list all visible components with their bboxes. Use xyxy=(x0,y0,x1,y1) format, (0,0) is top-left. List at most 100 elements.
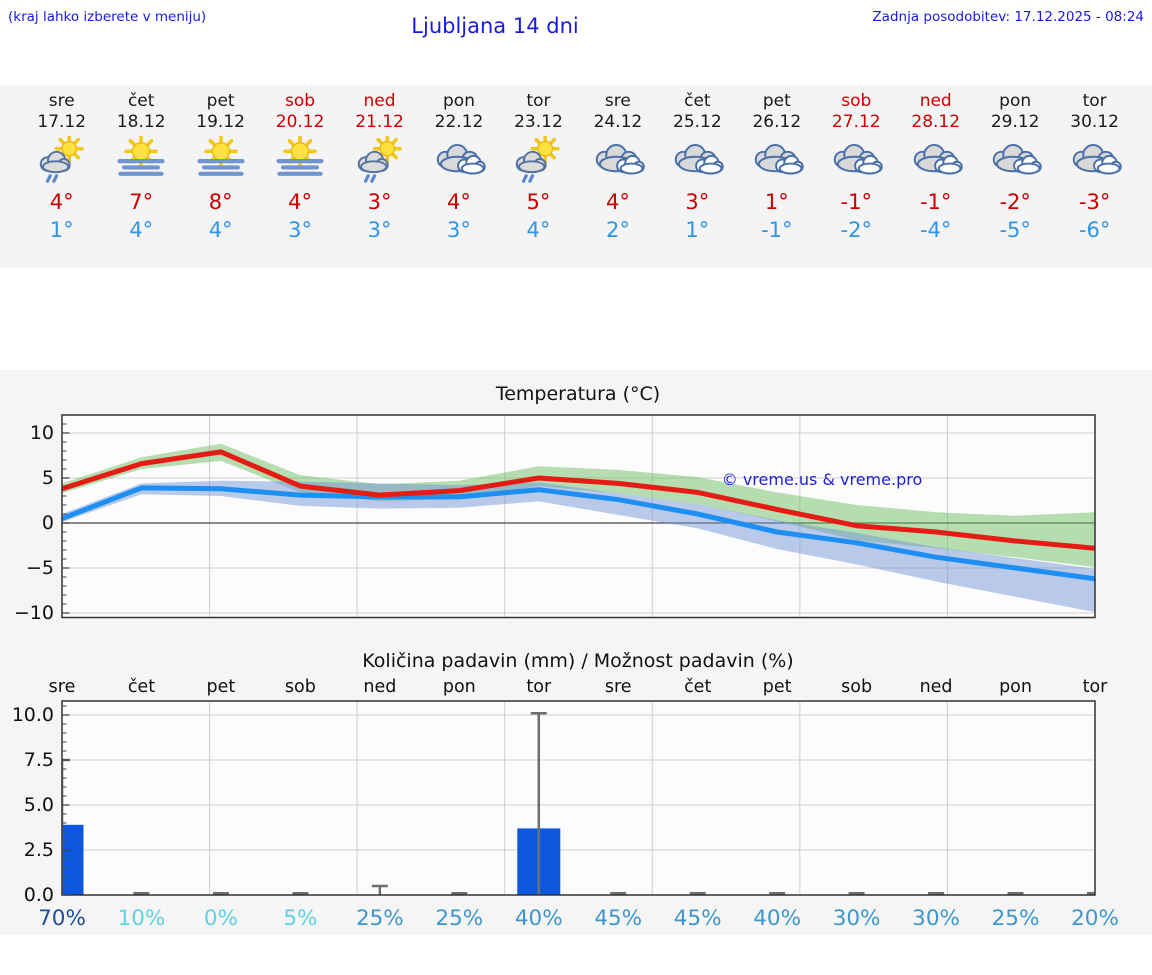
svg-text:ned: ned xyxy=(363,677,396,697)
high-temp: 4° xyxy=(49,190,74,214)
day-name: pon xyxy=(443,91,475,111)
day-name: sre xyxy=(604,91,631,111)
day-column-29.12[interactable]: pon 29.12 -2° -5° xyxy=(975,85,1054,268)
low-temp: 3° xyxy=(288,218,313,242)
svg-text:10.0: 10.0 xyxy=(12,704,54,726)
cloudy-icon xyxy=(986,136,1044,183)
charts-panel: −10 −5 0 5 10 Temperatura (°C) © vreme.us & vr… xyxy=(0,370,1152,935)
percent-label: 40% xyxy=(753,906,801,931)
high-temp: 5° xyxy=(526,190,551,214)
day-date: 24.12 xyxy=(593,112,643,132)
high-temp: 4° xyxy=(288,190,313,214)
cloudy-icon xyxy=(827,136,885,183)
day-name: pet xyxy=(762,91,791,111)
day-column-23.12[interactable]: tor 23.12 5° 4° xyxy=(499,85,578,268)
precip-day-labels: sre čet pet sob ned pon tor sre čet pet sob ned pon t… xyxy=(49,677,1109,697)
day-column-26.12[interactable]: pet 26.12 1° -1° xyxy=(737,85,816,268)
percent-label: 20% xyxy=(1071,906,1119,931)
day-name: ned xyxy=(919,91,952,111)
day-date: 25.12 xyxy=(673,112,722,132)
percent-label: 70% xyxy=(38,906,86,931)
day-name: ned xyxy=(363,91,396,111)
page-title: Ljubljana 14 dni xyxy=(411,14,579,38)
svg-text:0.0: 0.0 xyxy=(24,884,54,906)
cloudy-icon xyxy=(668,136,726,183)
svg-text:7.5: 7.5 xyxy=(24,749,54,771)
sun-cloud-rain-icon xyxy=(33,136,91,183)
day-column-28.12[interactable]: ned 28.12 -1° -4° xyxy=(896,85,975,268)
sun-fog-icon xyxy=(112,136,170,183)
day-column-17.12[interactable]: sre 17.12 4° 1° xyxy=(22,85,101,268)
high-temp: 3° xyxy=(367,190,392,214)
day-name: pon xyxy=(999,91,1032,111)
day-date: 20.12 xyxy=(275,112,325,132)
day-column-18.12[interactable]: čet 18.12 7° 4° xyxy=(101,85,180,268)
max-temp-band xyxy=(62,443,1095,568)
day-name: sob xyxy=(841,91,872,111)
day-column-27.12[interactable]: sob 27.12 -1° -2° xyxy=(817,85,896,268)
percent-label: 5% xyxy=(283,906,317,931)
day-date: 30.12 xyxy=(1070,112,1119,132)
svg-text:sob: sob xyxy=(285,677,316,697)
last-updated: Zadnja posodobitev: 17.12.2025 - 08:24 xyxy=(872,9,1144,25)
low-temp: 2° xyxy=(605,218,630,242)
svg-text:pet: pet xyxy=(207,677,236,697)
percent-label: 30% xyxy=(912,906,960,931)
precip-grid xyxy=(62,701,1095,895)
max-temp-line xyxy=(62,449,1095,551)
cloudy-icon xyxy=(589,136,647,183)
day-date: 23.12 xyxy=(514,112,563,132)
high-temp: 7° xyxy=(129,190,154,214)
low-temp: -6° xyxy=(1078,218,1111,242)
menu-hint-note: (kraj lahko izberete v meniju) xyxy=(8,9,207,25)
percent-label: 30% xyxy=(833,906,881,931)
svg-text:ned: ned xyxy=(920,677,953,697)
low-temp: 1° xyxy=(49,218,74,242)
low-temp: -2° xyxy=(840,218,872,242)
low-temp: 4° xyxy=(208,218,233,242)
percent-label: 25% xyxy=(992,906,1040,931)
forecast-strip: sre 17.12 4° 1° čet 18.12 7° 4° pet 19.12 8° 4° sob 2… xyxy=(0,85,1152,268)
day-column-20.12[interactable]: sob 20.12 4° 3° xyxy=(260,85,339,268)
high-temp: 3° xyxy=(685,190,710,214)
day-name: sre xyxy=(48,91,75,111)
day-column-19.12[interactable]: pet 19.12 8° 4° xyxy=(181,85,260,268)
day-name: tor xyxy=(526,91,551,111)
svg-text:−10: −10 xyxy=(14,602,54,624)
min-temp-line xyxy=(62,485,1095,582)
watermark: © vreme.us & vreme.pro xyxy=(722,470,923,489)
cloudy-icon xyxy=(1066,136,1124,183)
day-column-30.12[interactable]: tor 30.12 -3° -6° xyxy=(1055,85,1134,268)
day-date: 19.12 xyxy=(196,112,245,132)
percent-label: 45% xyxy=(674,906,722,931)
day-name: tor xyxy=(1082,91,1107,111)
svg-text:čet: čet xyxy=(128,677,155,697)
low-temp: 3° xyxy=(367,218,392,242)
day-column-22.12[interactable]: pon 22.12 4° 3° xyxy=(419,85,498,268)
cloudy-icon xyxy=(907,136,965,183)
sun-fog-icon xyxy=(271,136,329,183)
day-column-21.12[interactable]: ned 21.12 3° 3° xyxy=(340,85,419,268)
svg-text:5: 5 xyxy=(42,467,54,489)
percent-label: 45% xyxy=(594,906,642,931)
day-date: 26.12 xyxy=(752,112,802,132)
svg-text:sre: sre xyxy=(605,677,632,697)
high-temp: 1° xyxy=(764,190,789,214)
svg-text:pon: pon xyxy=(443,677,476,697)
precip-y-ticks xyxy=(62,705,70,896)
day-date: 28.12 xyxy=(911,112,961,132)
low-temp: -5° xyxy=(999,218,1031,242)
temp-y-ticks xyxy=(62,423,70,614)
day-date: 29.12 xyxy=(990,112,1040,132)
svg-text:sob: sob xyxy=(841,677,872,697)
temp-y-labels: −10 −5 0 5 10 xyxy=(14,422,54,624)
day-date: 17.12 xyxy=(37,112,87,132)
day-column-24.12[interactable]: sre 24.12 4° 2° xyxy=(578,85,657,268)
high-temp: 8° xyxy=(208,190,233,214)
high-temp: 4° xyxy=(605,190,630,214)
percent-label: 10% xyxy=(118,906,166,931)
svg-text:čet: čet xyxy=(684,677,711,697)
day-column-25.12[interactable]: čet 25.12 3° 1° xyxy=(658,85,737,268)
svg-text:0: 0 xyxy=(42,512,54,534)
svg-text:tor: tor xyxy=(1083,677,1109,697)
